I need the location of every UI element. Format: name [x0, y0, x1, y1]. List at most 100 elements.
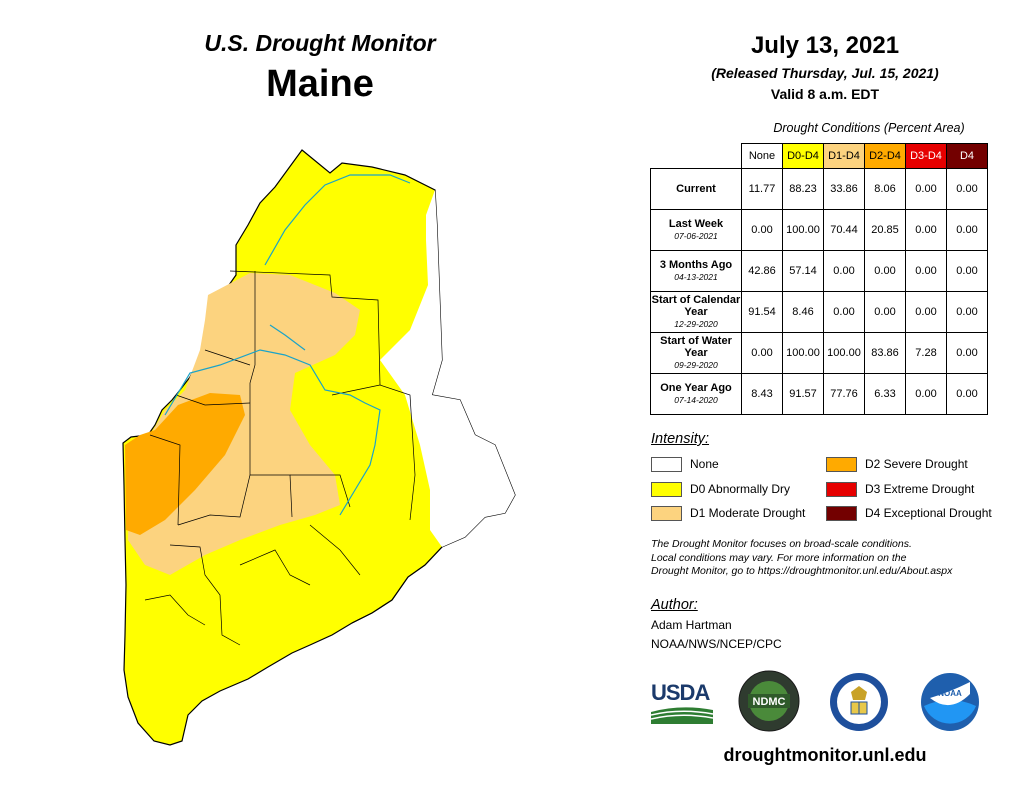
legend-item-d2: D2 Severe Drought [826, 455, 968, 473]
legend-label: D4 Exceptional Drought [865, 506, 992, 520]
valid-time: Valid 8 a.m. EDT [770, 86, 880, 102]
d1-region [128, 273, 360, 575]
ndmc-logo-text: NDMC [753, 696, 786, 708]
legend-item-d4: D4 Exceptional Drought [826, 504, 992, 522]
table-cell: 6.33 [864, 373, 906, 415]
table-cell: 0.00 [946, 209, 988, 251]
table-row: Start of Calendar Year 12-29-2020 91.54 8… [650, 291, 988, 333]
legend-swatch [826, 481, 857, 497]
table-cell: 20.85 [864, 209, 906, 251]
col-header-d0-d4: D0-D4 [782, 143, 824, 169]
table-row: Last Week 07-06-2021 0.00 100.00 70.44 20… [650, 209, 988, 251]
ndmc-logo: NDMC [738, 670, 800, 732]
legend-label: None [690, 457, 719, 471]
table-cell: 0.00 [823, 291, 865, 333]
table-cell: 0.00 [946, 332, 988, 374]
table-cell: 88.23 [782, 168, 824, 210]
table-cell: 8.43 [741, 373, 783, 415]
legend-item-d3: D3 Extreme Drought [826, 480, 974, 498]
table-cell: 0.00 [864, 291, 906, 333]
table-cell: 70.44 [823, 209, 865, 251]
release-date: (Released Thursday, Jul. 15, 2021) [711, 65, 939, 81]
table-cell: 100.00 [823, 332, 865, 374]
table-row: Current 11.77 88.23 33.86 8.06 0.00 0.00 [650, 168, 988, 210]
legend-swatch [826, 505, 857, 521]
row-label: Current [676, 183, 716, 195]
row-label: Start of Water Year [660, 335, 732, 359]
col-header-d2-d4: D2-D4 [864, 143, 906, 169]
legend-label: D1 Moderate Drought [690, 506, 806, 520]
none-region [380, 190, 515, 547]
table-cell: 0.00 [905, 168, 947, 210]
table-cell: 33.86 [823, 168, 865, 210]
table-cell: 0.00 [946, 250, 988, 292]
table-cell: 57.14 [782, 250, 824, 292]
col-header-d3-d4: D3-D4 [905, 143, 947, 169]
table-cell: 11.77 [741, 168, 783, 210]
row-date: 12-29-2020 [674, 319, 718, 329]
legend-label: D0 Abnormally Dry [690, 482, 791, 496]
row-label: Last Week [668, 218, 724, 230]
table-cell: 7.28 [905, 332, 947, 374]
disclaimer-line: The Drought Monitor focuses on broad-sca… [651, 538, 912, 550]
table-header-row: None D0-D4 D1-D4 D2-D4 D3-D4 D4 [650, 143, 988, 169]
author-name: Adam Hartman [651, 618, 732, 632]
disclaimer-text: The Drought Monitor focuses on broad-sca… [651, 538, 1011, 579]
commerce-seal-icon [830, 673, 888, 731]
legend-swatch [651, 505, 682, 521]
drought-conditions-table: None D0-D4 D1-D4 D2-D4 D3-D4 D4 Current … [650, 143, 988, 415]
table-cell: 0.00 [905, 373, 947, 415]
author-title: Author: [651, 597, 698, 613]
col-header-d4: D4 [946, 143, 988, 169]
table-cell: 100.00 [782, 332, 824, 374]
legend-label: D3 Extreme Drought [865, 482, 975, 496]
usda-logo-text: USDA [651, 680, 710, 705]
legend-swatch [651, 481, 682, 497]
table-row: One Year Ago 07-14-2020 8.43 91.57 77.76 … [650, 373, 988, 415]
col-header-none: None [741, 143, 783, 169]
noaa-logo: NOAA [921, 673, 979, 731]
legend-item-d1: D1 Moderate Drought [651, 504, 805, 522]
legend-swatch [826, 456, 857, 472]
row-date: 07-14-2020 [674, 395, 718, 405]
table-cell: 77.76 [823, 373, 865, 415]
row-label: 3 Months Ago [659, 259, 733, 271]
table-cell: 8.46 [782, 291, 824, 333]
row-label: One Year Ago [660, 382, 732, 394]
county-lines [144, 270, 416, 646]
row-date: 09-29-2020 [674, 360, 718, 370]
table-cell: 0.00 [905, 250, 947, 292]
maine-drought-map [122, 149, 516, 746]
usda-hills-icon [651, 707, 713, 724]
row-date: 07-06-2021 [674, 231, 718, 241]
table-row: Start of Water Year 09-29-2020 0.00 100.0… [650, 332, 988, 374]
table-cell: 83.86 [864, 332, 906, 374]
table-row: 3 Months Ago 04-13-2021 42.86 57.14 0.00 … [650, 250, 988, 292]
table-cell: 91.57 [782, 373, 824, 415]
footer-url[interactable]: droughtmonitor.unl.edu [723, 745, 927, 765]
row-label: Start of Calendar Year [651, 294, 741, 318]
legend-label: D2 Severe Drought [865, 457, 968, 471]
table-cell: 0.00 [946, 168, 988, 210]
col-header-d1-d4: D1-D4 [823, 143, 865, 169]
table-cell: 0.00 [905, 209, 947, 251]
map-date: July 13, 2021 [750, 32, 900, 59]
legend-item-none: None [651, 455, 719, 473]
table-cell: 0.00 [741, 209, 783, 251]
table-cell: 8.06 [864, 168, 906, 210]
table-cell: 100.00 [782, 209, 824, 251]
usda-logo: USDA [651, 680, 716, 725]
table-cell: 0.00 [946, 291, 988, 333]
legend-item-d0: D0 Abnormally Dry [651, 480, 790, 498]
table-cell: 0.00 [741, 332, 783, 374]
table-cell: 91.54 [741, 291, 783, 333]
rivers [164, 174, 411, 516]
map-state-title: Maine [266, 63, 374, 105]
legend-title: Intensity: [651, 431, 710, 447]
disclaimer-line: Drought Monitor, go to https://droughtmo… [651, 565, 953, 577]
author-org: NOAA/NWS/NCEP/CPC [651, 637, 782, 651]
map-product-title: U.S. Drought Monitor [204, 30, 436, 56]
table-cell: 0.00 [905, 291, 947, 333]
table-cell: 42.86 [741, 250, 783, 292]
table-cell: 0.00 [864, 250, 906, 292]
